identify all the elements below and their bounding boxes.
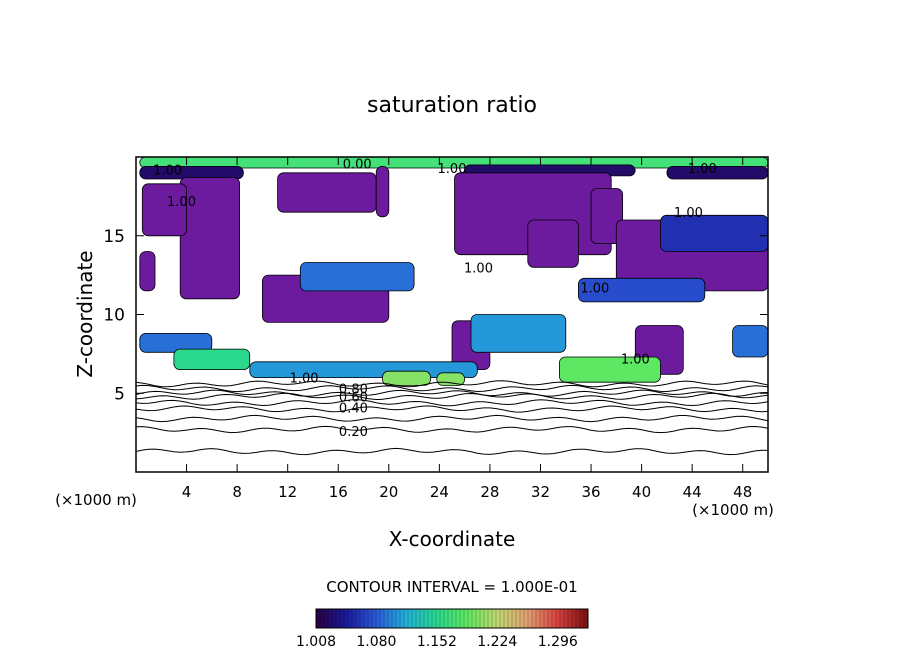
plot-area: 1.00 0.00 1.00 1.00 1.00 1.00 1.00 1.00 1.00 1.00… [135,156,769,473]
contour-line-2 [136,414,768,423]
colorbar-tick-label-2: 1.152 [417,634,457,650]
y-axis: 5 10 15 [103,227,768,404]
colorbar-tick-label-1: 1.080 [356,634,396,650]
x-tick-label-7: 32 [531,483,550,501]
shaded-region-23 [436,372,465,386]
chart-title: saturation ratio [367,93,537,118]
contour-label-1: 0.00 [343,157,372,172]
colorbar-tick-label-0: 1.008 [296,634,336,650]
x-tick-label-4: 20 [379,483,398,501]
contour-label-0: 1.00 [153,164,182,179]
colorbar-tick-label-3: 1.224 [477,634,517,650]
x-tick-label-8: 36 [581,483,600,501]
colorbar-stripes [319,609,585,628]
contour-line-1 [136,425,768,434]
shaded-region-7 [277,172,377,213]
contour-line-5 [136,392,768,401]
x-tick-label-1: 8 [232,483,242,501]
x-tick-label-11: 48 [733,483,752,501]
colorbar-tick-label-4: 1.296 [538,634,578,650]
contour-line-6 [136,389,768,397]
shaded-region-20 [173,348,251,371]
x-axis-unit-right: (×1000 m) [692,501,774,519]
contour-label-12: 0.40 [339,401,368,416]
shaded-region-16 [299,262,415,292]
shaded-region-6 [139,251,156,292]
shaded-region-25 [559,356,661,383]
contour-label-10: 0.80 [339,383,368,398]
contour-label-5: 1.00 [674,206,703,221]
colorbar-tick-labels: 1.008 1.080 1.152 1.224 1.296 [296,634,578,650]
shaded-region-22 [382,370,431,386]
contour-lines [136,380,768,456]
contour-line-8 [136,380,768,388]
shaded-region-4 [179,177,240,300]
x-tick-label-6: 28 [480,483,499,501]
x-axis-label: X-coordinate [389,527,516,551]
shaded-region-5 [141,183,187,237]
contour-label-3: 1.00 [688,162,717,177]
contour-label-9: 1.00 [290,372,319,387]
colorbar-gradient [315,608,589,629]
shaded-region-8 [375,165,390,218]
x-axis: 4 8 12 16 20 24 28 32 36 40 44 48 [182,157,752,501]
contour-label-2: 1.00 [438,162,467,177]
shaded-regions [139,157,768,386]
contour-line-0 [136,447,768,456]
y-tick-label-1: 10 [103,306,125,326]
x-tick-label-5: 24 [430,483,449,501]
contour-label-13: 0.20 [339,425,368,440]
contour-line-7 [136,384,768,393]
shaded-region-24 [470,314,567,353]
y-tick-label-2: 15 [103,227,125,247]
shaded-region-3 [666,166,768,180]
x-tick-label-3: 16 [329,483,348,501]
contour-label-6: 1.00 [464,261,493,276]
shaded-region-26 [732,325,768,358]
x-tick-label-9: 40 [632,483,651,501]
contour-label-11: 0.60 [339,390,368,405]
shaded-region-10 [527,219,579,268]
contour-interval-text: CONTOUR INTERVAL = 1.000E-01 [326,578,577,596]
colorbar: 1.008 1.080 1.152 1.224 1.296 [296,608,589,650]
shaded-region-11 [590,188,624,244]
shaded-region-17 [578,277,706,303]
x-tick-label-0: 4 [182,483,192,501]
contour-label-8: 1.00 [621,353,650,368]
contour-label-4: 1.00 [167,195,196,210]
contour-label-7: 1.00 [580,282,609,297]
contour-labels: 1.00 0.00 1.00 1.00 1.00 1.00 1.00 1.00 1.00 1.00… [153,157,717,440]
y-axis-label: Z-coordinate [73,250,97,377]
contour-line-3 [136,405,768,413]
x-tick-label-10: 44 [683,483,702,501]
y-tick-label-0: 5 [114,384,125,404]
contour-line-4 [136,399,768,407]
x-axis-unit-left: (×1000 m) [55,491,137,509]
x-tick-label-2: 12 [278,483,297,501]
